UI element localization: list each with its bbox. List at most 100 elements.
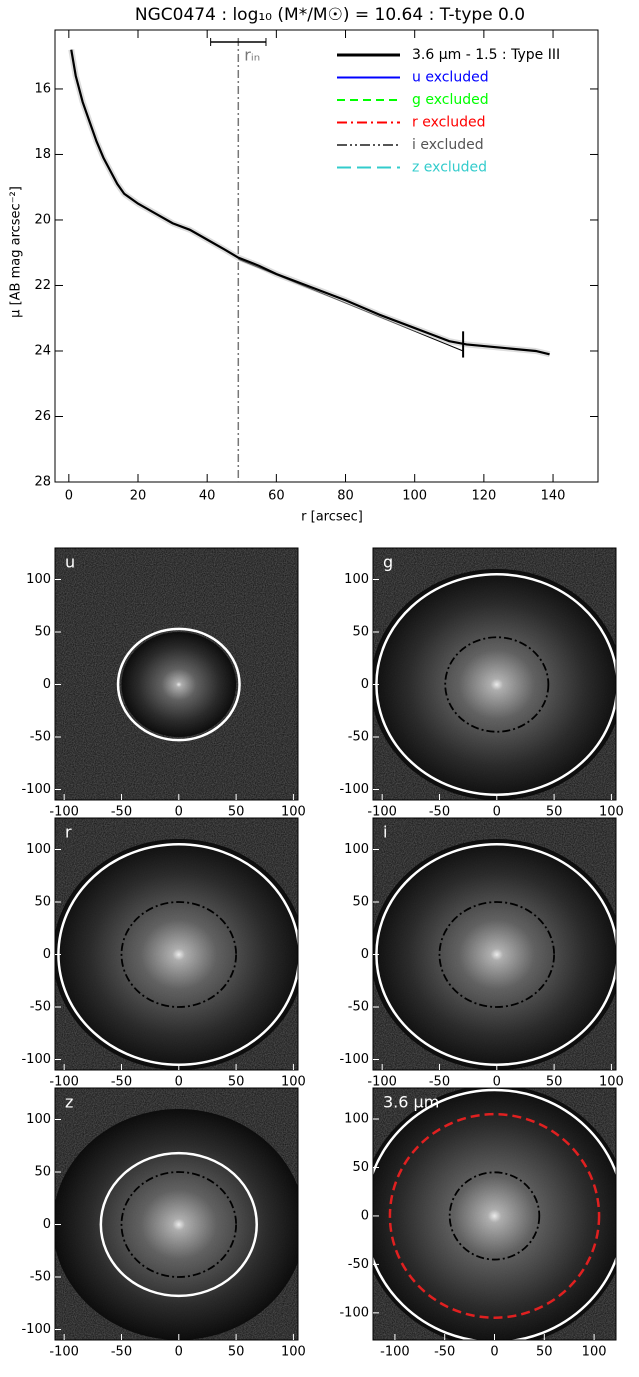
galaxy-glow	[55, 1109, 298, 1340]
y-tick-label: 50	[34, 895, 51, 910]
aperture-ring	[444, 636, 550, 733]
x-tick-label: 120	[471, 489, 496, 504]
x-tick-label: 80	[337, 489, 354, 504]
y-tick-label: -100	[21, 1322, 51, 1337]
panel-label: 3.6 μm	[383, 1093, 439, 1112]
x-tick-label: 50	[536, 1345, 553, 1360]
aperture-ring	[120, 1171, 238, 1278]
x-tick-label: -50	[429, 1075, 450, 1090]
y-tick-label: -50	[30, 730, 51, 745]
r-in-label: rᵢₙ	[244, 46, 260, 65]
x-tick-label: 0	[175, 805, 183, 820]
x-tick-label: 0	[175, 1075, 183, 1090]
x-tick-label: -100	[367, 1075, 397, 1090]
panel-frame	[372, 817, 617, 1071]
x-tick-label: 100	[281, 1345, 306, 1360]
image-panel: r -100 -50 0 50 100 -100 -50 0 50 100	[21, 817, 306, 1090]
panel-image	[373, 548, 616, 800]
y-tick-label: 0	[361, 947, 369, 962]
x-tick-label: 50	[228, 1075, 245, 1090]
aperture-ring	[116, 627, 241, 742]
panel-frame	[54, 1087, 299, 1341]
x-tick-label: -100	[367, 805, 397, 820]
y-tick-label: 100	[26, 842, 51, 857]
image-panel: u -100 -50 0 50 100 -100 -50 0 50 100	[21, 547, 306, 820]
panel-label: g	[383, 553, 393, 572]
aperture-ring	[99, 1151, 258, 1298]
y-tick-label: 50	[34, 1165, 51, 1180]
x-tick-label: -100	[49, 805, 79, 820]
y-tick-label: 50	[352, 1160, 369, 1175]
image-panel: g -100 -50 0 50 100 -100 -50 0 50 100	[339, 547, 624, 820]
aperture-ring	[120, 901, 238, 1008]
y-tick-label: 100	[26, 572, 51, 587]
y-tick-label: 0	[43, 677, 51, 692]
galaxy-glow	[55, 839, 298, 1070]
x-tick-label: 100	[402, 489, 427, 504]
y-tick-label: -100	[21, 782, 51, 797]
legend-label: r excluded	[412, 115, 485, 131]
x-tick-label: -100	[49, 1345, 79, 1360]
aperture-ring	[438, 901, 556, 1008]
y-tick-label: 26	[34, 409, 51, 424]
aperture-ring	[373, 1088, 616, 1340]
chart-title: NGC0474 : log₁₀ (M*/M☉) = 10.64 : T-type…	[135, 5, 525, 25]
x-tick-label: 60	[268, 489, 285, 504]
panel-label: i	[383, 823, 387, 842]
y-tick-label: 100	[26, 1112, 51, 1127]
x-tick-label: 100	[281, 805, 306, 820]
y-tick-label: -50	[30, 1000, 51, 1015]
panel-image	[55, 1088, 298, 1340]
y-tick-label: -50	[348, 730, 369, 745]
y-tick-label: -100	[21, 1052, 51, 1067]
y-tick-label: 20	[34, 212, 51, 227]
y-tick-label: 50	[352, 625, 369, 640]
y-tick-label: -50	[348, 1000, 369, 1015]
y-tick-label: 50	[34, 625, 51, 640]
galaxy-glow	[121, 632, 237, 737]
x-tick-label: -50	[111, 1075, 132, 1090]
y-tick-label: 50	[352, 895, 369, 910]
x-tick-label: 0	[65, 489, 73, 504]
y-tick-label: 18	[34, 147, 51, 162]
x-tick-label: 50	[228, 805, 245, 820]
y-tick-label: 100	[344, 842, 369, 857]
x-tick-label: -50	[429, 805, 450, 820]
galaxy-glow	[373, 839, 616, 1070]
panel-image	[373, 818, 616, 1070]
y-tick-label: -100	[339, 1052, 369, 1067]
panel-label: z	[65, 1093, 73, 1112]
panel-frame	[54, 547, 299, 801]
galaxy-glow	[373, 1088, 616, 1340]
y-tick-label: 22	[34, 278, 51, 293]
y-tick-label: 0	[361, 1208, 369, 1223]
x-tick-label: -50	[111, 1345, 132, 1360]
panel-frame	[372, 547, 617, 801]
panel-label: r	[65, 823, 72, 842]
x-tick-label: 140	[541, 489, 566, 504]
x-tick-label: 0	[493, 1075, 501, 1090]
x-tick-label: 50	[228, 1345, 245, 1360]
y-tick-label: -100	[339, 1305, 369, 1320]
x-tick-label: 0	[493, 805, 501, 820]
aperture-ring	[448, 1171, 541, 1261]
y-tick-label: -100	[339, 782, 369, 797]
image-panel: i -100 -50 0 50 100 -100 -50 0 50 100	[339, 817, 624, 1090]
y-axis-label: μ [AB mag arcsec⁻²]	[9, 186, 24, 318]
x-tick-label: 20	[130, 489, 147, 504]
y-tick-label: 28	[34, 475, 51, 490]
y-tick-label: 0	[361, 677, 369, 692]
plot-frame	[54, 29, 599, 483]
x-tick-label: 100	[281, 1075, 306, 1090]
profile-line	[70, 49, 550, 356]
image-panel: 3.6 μm -100 -50 0 50 100 -100 -50 0 50 100	[339, 1087, 617, 1360]
y-tick-label: 24	[34, 343, 51, 358]
y-tick-label: 0	[43, 947, 51, 962]
legend-label: u excluded	[412, 70, 489, 86]
legend-label: z excluded	[412, 160, 487, 176]
x-tick-label: 100	[599, 805, 624, 820]
x-tick-label: 40	[199, 489, 216, 504]
legend-label: i excluded	[412, 137, 484, 153]
y-tick-label: 100	[344, 572, 369, 587]
